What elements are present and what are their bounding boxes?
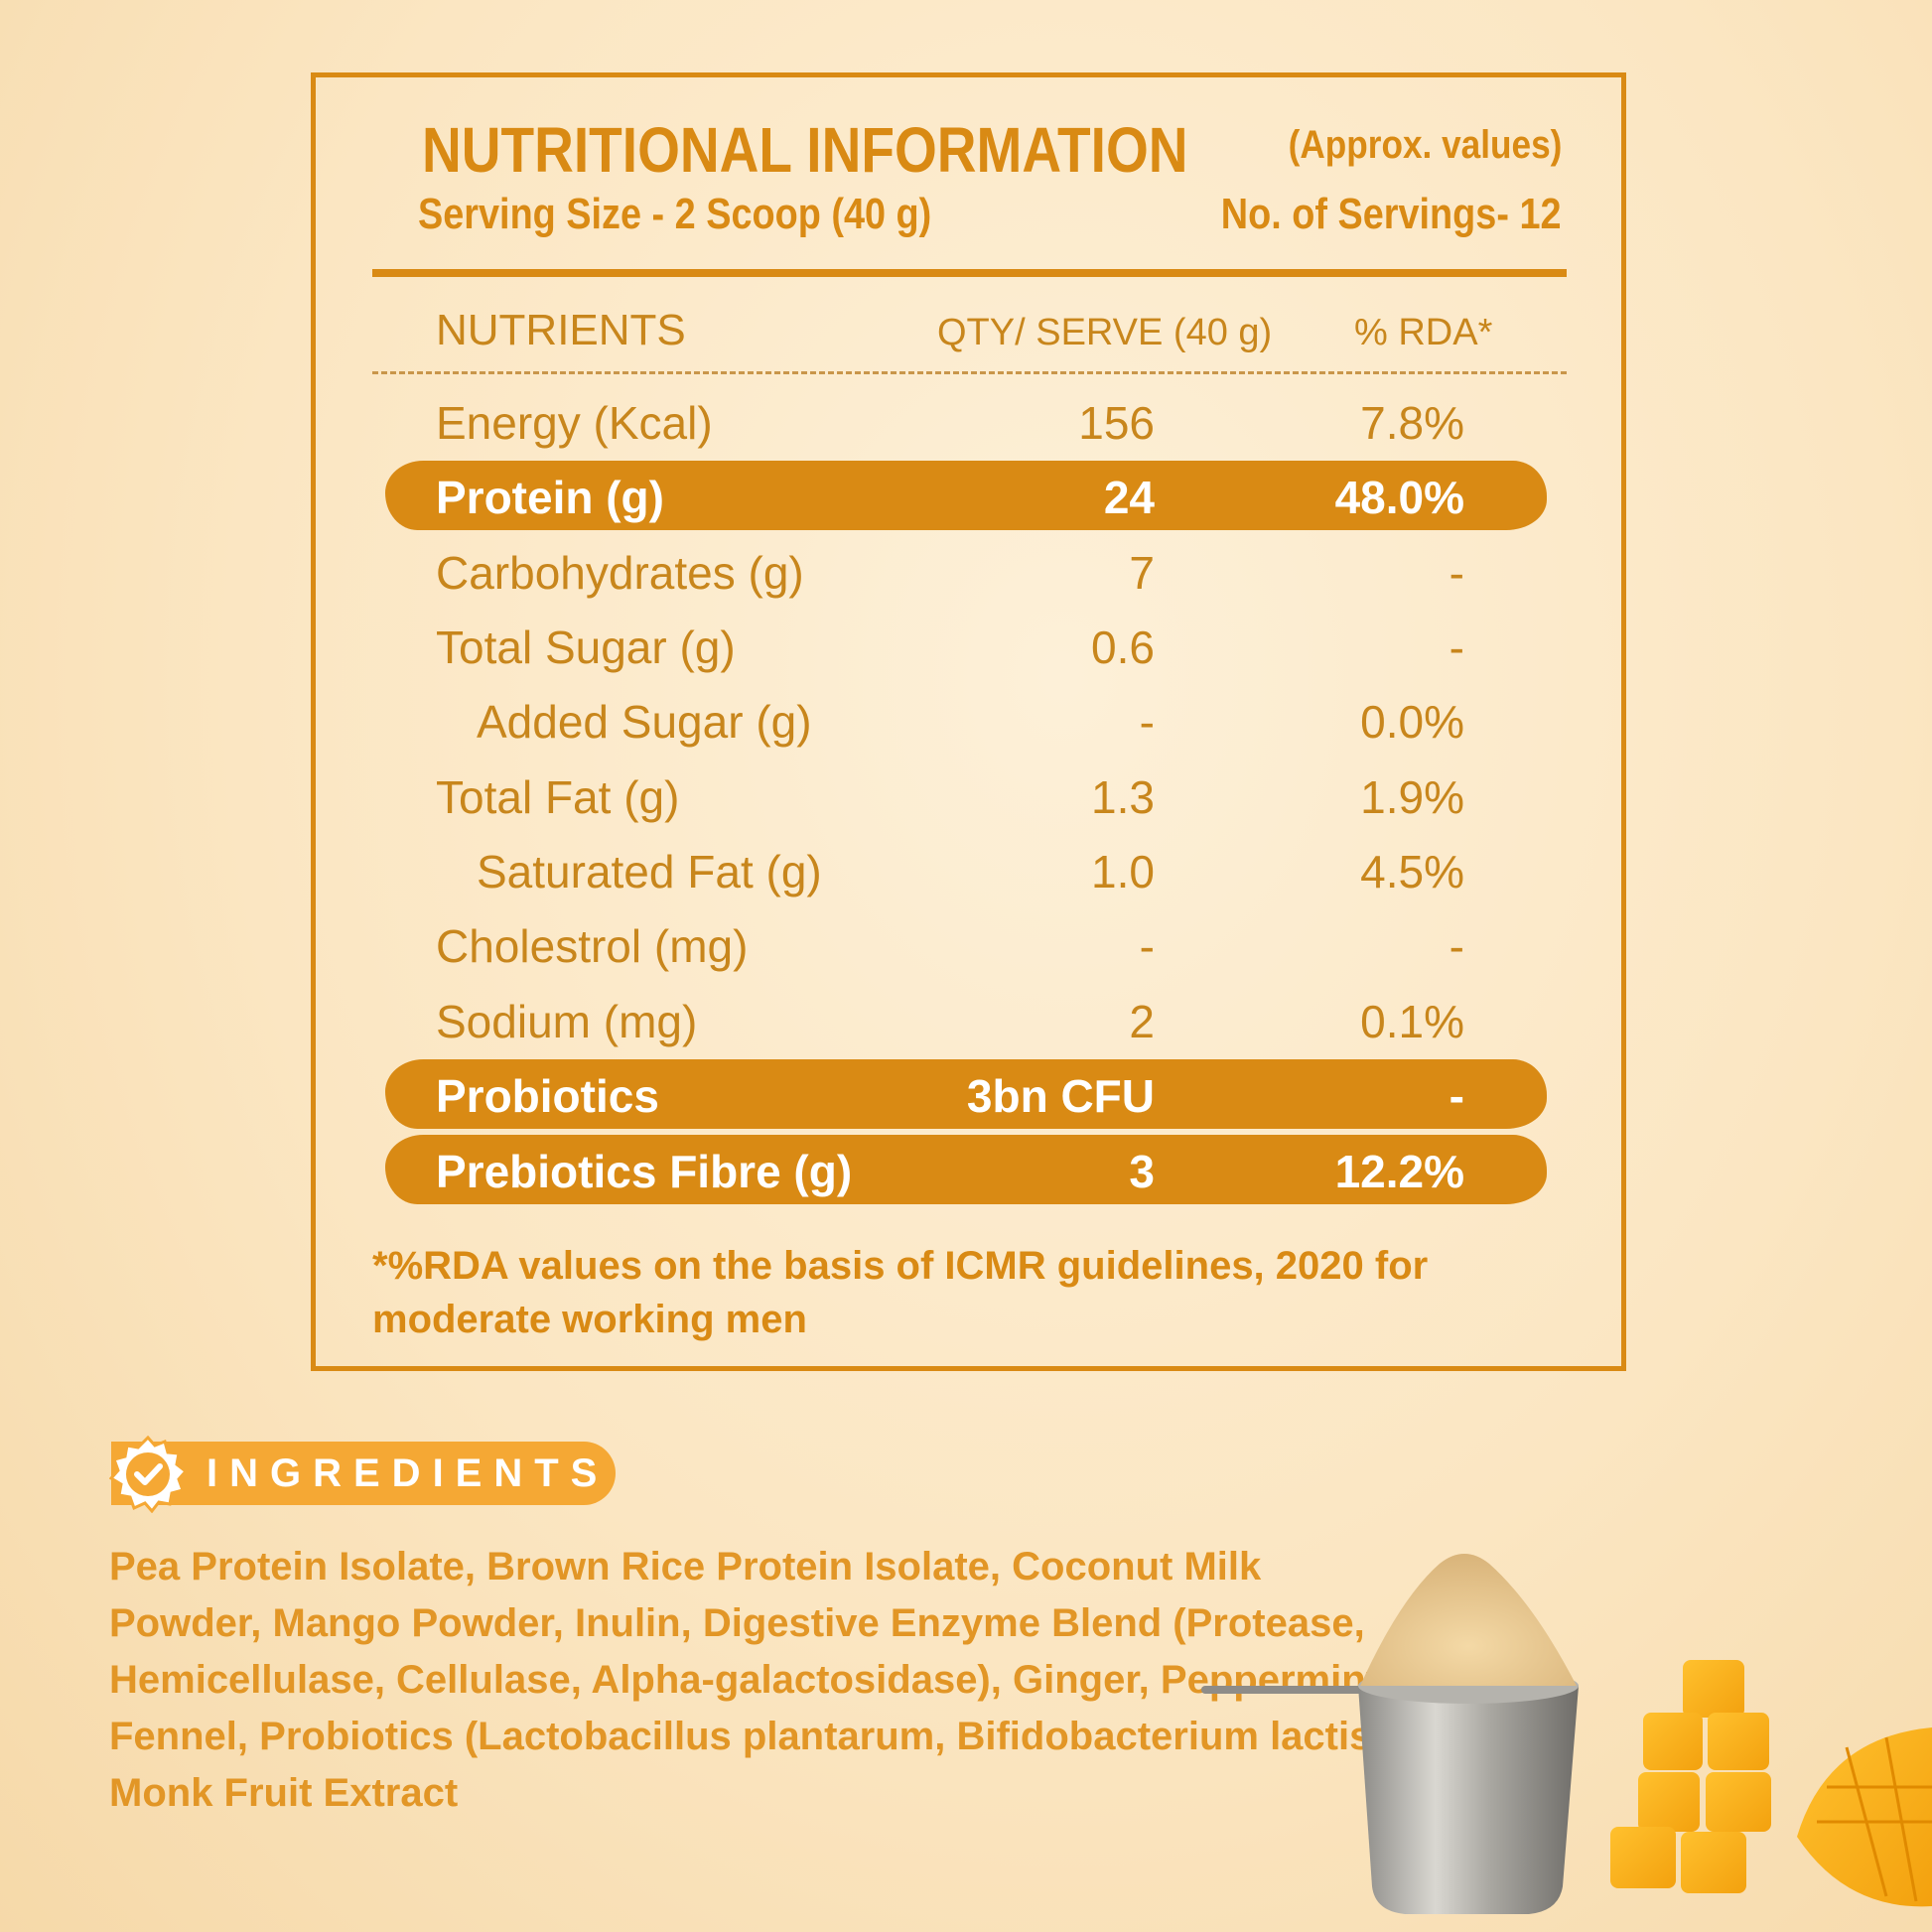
nutrient-rda: 0.1%: [1360, 996, 1464, 1047]
nutrient-qty: 1.0: [1091, 846, 1155, 897]
table-row: Sodium (mg) 2 0.1%: [316, 988, 1621, 1055]
panel-title: NUTRITIONAL INFORMATION: [422, 114, 1188, 186]
table-row: Cholestrol (mg) - -: [316, 912, 1621, 980]
nutrient-name: Protein (g): [436, 472, 664, 523]
ingredients-label: INGREDIENTS: [207, 1451, 610, 1495]
table-row: Saturated Fat (g) 1.0 4.5%: [316, 838, 1621, 905]
table-row-highlighted: Prebiotics Fibre (g) 3 12.2%: [316, 1135, 1621, 1205]
scoop-and-mango-image: [1201, 1554, 1932, 1914]
table-row-highlighted: Probiotics 3bn CFU -: [316, 1059, 1621, 1130]
table-row: Total Sugar (g) 0.6 -: [316, 614, 1621, 681]
approx-note: (Approx. values): [1288, 123, 1562, 167]
nutrient-qty: 3bn CFU: [966, 1070, 1155, 1122]
nutrient-qty: 3: [1129, 1146, 1155, 1197]
nutrient-rda: -: [1449, 1070, 1464, 1122]
rda-footnote: *%RDA values on the basis of ICMR guidel…: [372, 1244, 1429, 1341]
table-row-highlighted: Protein (g) 24 48.0%: [316, 461, 1621, 531]
nutrient-name: Cholestrol (mg): [436, 920, 749, 972]
nutrient-name: Saturated Fat (g): [477, 846, 822, 897]
nutrient-qty: -: [1139, 696, 1155, 748]
nutrient-qty: -: [1139, 920, 1155, 972]
nutrient-name: Total Fat (g): [436, 771, 680, 823]
nutrients-header: NUTRIENTS: [436, 306, 686, 354]
table-row: Added Sugar (g) - 0.0%: [316, 688, 1621, 756]
check-seal-icon: [109, 1436, 187, 1513]
nutrient-rda: -: [1449, 547, 1464, 599]
qty-header: QTY/ SERVE (40 g): [937, 312, 1273, 353]
nutrient-name: Carbohydrates (g): [436, 547, 804, 599]
nutrient-name: Total Sugar (g): [436, 621, 736, 673]
nutrient-name: Added Sugar (g): [477, 696, 812, 748]
nutrient-qty: 2: [1129, 996, 1155, 1047]
table-row: Energy (Kcal) 156 7.8%: [316, 389, 1621, 457]
nutrition-panel: NUTRITIONAL INFORMATION (Approx. values)…: [311, 72, 1626, 1371]
rda-header: % RDA*: [1354, 312, 1493, 353]
nutrient-qty: 1.3: [1091, 771, 1155, 823]
ingredients-list: Pea Protein Isolate, Brown Rice Protein …: [109, 1545, 1396, 1815]
header-divider: [372, 269, 1567, 277]
nutrient-rda: 1.9%: [1360, 771, 1464, 823]
nutrient-name: Sodium (mg): [436, 996, 698, 1047]
nutrient-qty: 24: [1103, 472, 1155, 523]
nutrient-qty: 7: [1129, 547, 1155, 599]
highlight-pill: [385, 461, 1547, 530]
serving-size: Serving Size - 2 Scoop (40 g): [418, 190, 932, 238]
highlight-pill: [385, 1135, 1547, 1204]
nutrient-rda: -: [1449, 920, 1464, 972]
nutrient-name: Energy (Kcal): [436, 397, 713, 449]
ingredients-badge: [111, 1442, 616, 1505]
nutrient-rda: 12.2%: [1334, 1146, 1464, 1197]
servings-count: No. of Servings- 12: [1221, 190, 1562, 238]
nutrient-qty: 0.6: [1091, 621, 1155, 673]
highlight-pill: [385, 1059, 1547, 1129]
table-row: Carbohydrates (g) 7 -: [316, 539, 1621, 607]
nutrient-rda: -: [1449, 621, 1464, 673]
nutrient-rda: 48.0%: [1334, 472, 1464, 523]
nutrient-qty: 156: [1078, 397, 1155, 449]
nutrient-rda: 7.8%: [1360, 397, 1464, 449]
nutrient-name: Probiotics: [436, 1070, 659, 1122]
table-row: Total Fat (g) 1.3 1.9%: [316, 763, 1621, 831]
nutrient-rda: 0.0%: [1360, 696, 1464, 748]
nutrient-name: Prebiotics Fibre (g): [436, 1146, 853, 1197]
nutrient-rda: 4.5%: [1360, 846, 1464, 897]
dashed-divider: [372, 371, 1567, 374]
